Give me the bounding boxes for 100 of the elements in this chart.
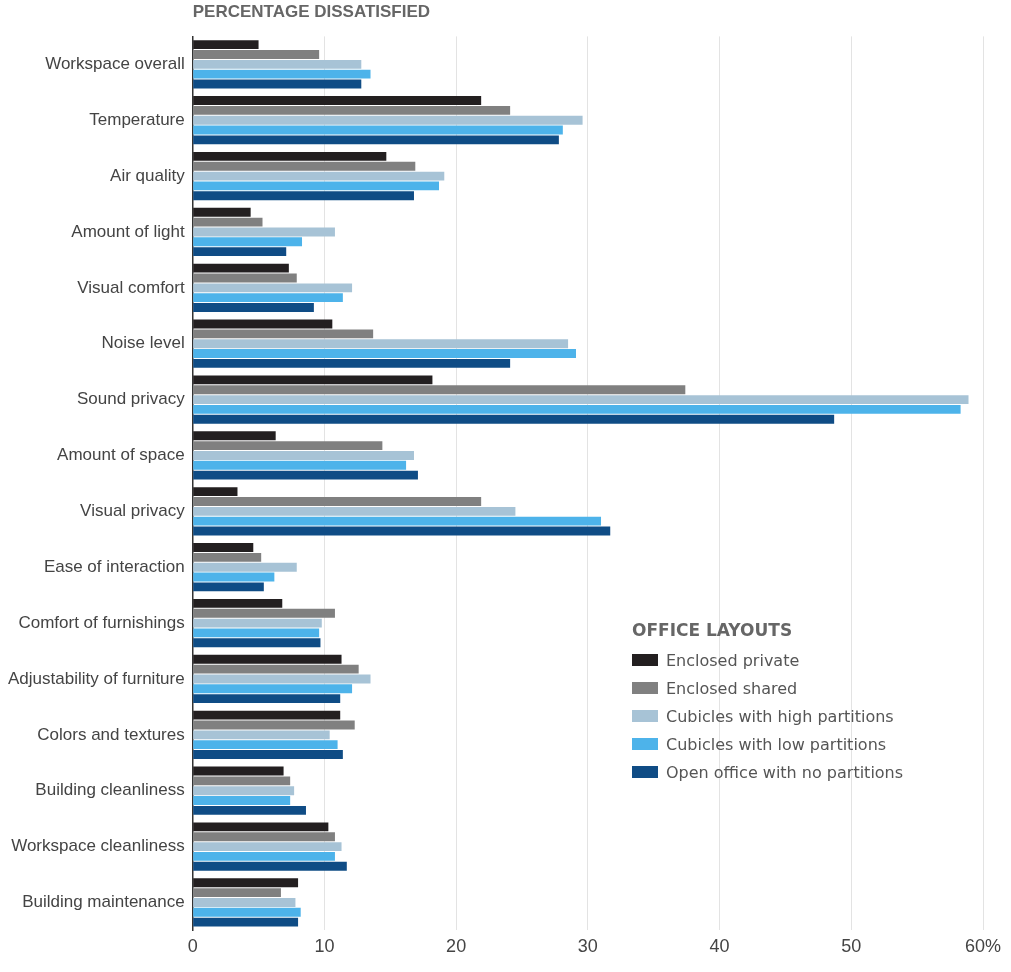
y-tick-label: Ease of interaction	[43, 556, 185, 576]
bar	[193, 405, 961, 414]
bar	[193, 487, 238, 497]
bar	[193, 50, 320, 59]
bar	[193, 750, 343, 759]
y-tick-label: Sound privacy	[76, 389, 186, 409]
x-tick-label: 30	[577, 936, 598, 957]
bar	[193, 572, 275, 582]
bar	[193, 358, 511, 368]
bar	[193, 907, 301, 917]
bar	[193, 608, 335, 618]
bar	[193, 69, 371, 79]
x-tick-label: 10	[314, 936, 335, 957]
bar	[193, 207, 251, 217]
x-tick-label: 60%	[964, 936, 1002, 957]
y-tick-label: Adjustability of furniture	[8, 668, 185, 688]
bar	[193, 105, 511, 115]
y-tick-label: Building cleanliness	[35, 780, 185, 800]
y-tick-label: Visual privacy	[80, 501, 186, 521]
bar	[193, 664, 359, 674]
bar	[193, 796, 291, 805]
x-tick-label: 0	[187, 936, 198, 957]
bar	[193, 852, 335, 861]
bar	[193, 917, 299, 927]
bar	[193, 451, 414, 460]
bar	[193, 861, 347, 871]
bar	[193, 598, 283, 608]
bar	[193, 375, 433, 385]
bar	[193, 888, 281, 898]
bar	[193, 710, 341, 720]
y-tick-label: Visual comfort	[77, 277, 185, 297]
bar	[193, 191, 414, 201]
y-tick-label: Temperature	[89, 109, 185, 129]
bar	[193, 638, 321, 648]
bar	[193, 319, 333, 329]
bar	[193, 79, 362, 89]
y-tick-label: Amount of light	[71, 221, 185, 241]
bar	[193, 526, 611, 536]
bar	[193, 684, 353, 694]
bar	[193, 414, 835, 424]
y-tick-label: Comfort of furnishings	[18, 612, 185, 632]
bar	[193, 628, 320, 638]
bar	[193, 247, 287, 257]
y-tick-label: Amount of space	[57, 445, 185, 465]
bar	[193, 497, 482, 506]
bar	[193, 832, 335, 842]
bar	[193, 506, 516, 516]
bar	[193, 293, 343, 303]
x-tick-label: 40	[709, 936, 730, 957]
bar	[193, 878, 299, 888]
bar	[193, 562, 297, 572]
y-tick-label: Workspace cleanliness	[11, 836, 185, 856]
bar	[193, 543, 254, 552]
bar	[193, 805, 306, 815]
legend-label: Enclosed private	[666, 650, 800, 670]
bar	[193, 582, 264, 592]
chart-title: PERCENTAGE DISSATISFIED	[192, 1, 431, 21]
bar	[193, 470, 418, 480]
bar	[193, 151, 387, 161]
bar	[193, 349, 576, 358]
y-tick-label: Air quality	[110, 165, 186, 185]
bar	[193, 385, 686, 395]
bar	[193, 740, 338, 750]
y-tick-label: Colors and textures	[37, 724, 185, 744]
bar	[193, 720, 355, 730]
bar	[193, 618, 322, 628]
bar	[193, 217, 263, 227]
bar	[193, 237, 303, 247]
legend-label: Open office with no partitions	[666, 762, 904, 782]
bar	[193, 283, 353, 293]
bar	[193, 776, 291, 786]
bar	[193, 842, 342, 852]
x-tick-label: 20	[446, 936, 467, 957]
bar	[193, 460, 407, 470]
bar	[193, 181, 440, 191]
bar	[193, 552, 262, 562]
x-tick-label: 50	[841, 936, 862, 957]
y-tick-label: Workspace overall	[45, 54, 185, 74]
bar	[193, 59, 362, 69]
bar	[193, 898, 296, 907]
bar	[193, 339, 569, 349]
y-tick-label: Noise level	[101, 333, 185, 353]
bar	[193, 227, 335, 237]
bar	[193, 730, 330, 740]
bar	[193, 125, 563, 135]
bar	[193, 135, 559, 145]
bar	[193, 694, 341, 704]
bar	[193, 822, 329, 832]
bar	[193, 96, 482, 105]
bar	[193, 329, 374, 339]
bar	[193, 766, 284, 776]
bar	[193, 654, 342, 664]
bar	[193, 273, 297, 283]
bar	[193, 115, 583, 125]
bar	[193, 441, 383, 451]
bar	[193, 674, 371, 684]
legend-title: OFFICE LAYOUTS	[632, 620, 794, 640]
legend-label: Cubicles with low partitions	[666, 734, 887, 754]
bar	[193, 431, 276, 441]
bar	[193, 161, 416, 171]
